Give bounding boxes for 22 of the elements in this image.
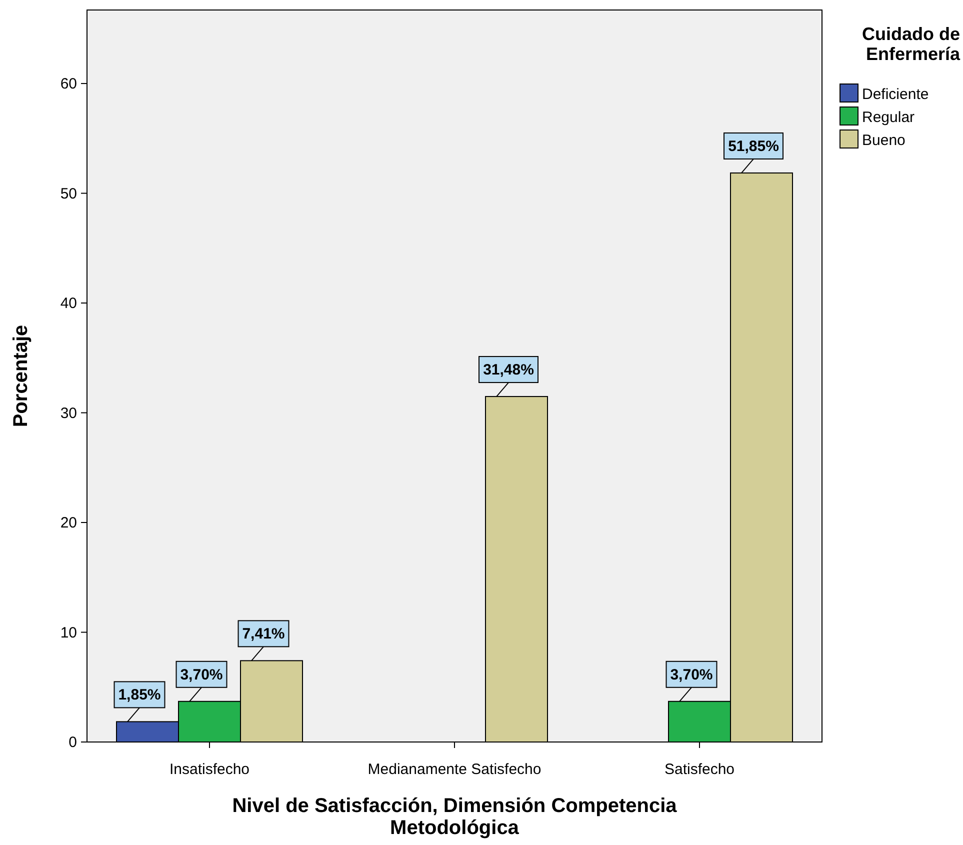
data-label: 3,70% — [670, 666, 713, 684]
data-label: 7,41% — [242, 626, 285, 643]
x-axis-title: Nivel de Satisfacción, Dimensión Competencia Metodológica — [232, 795, 678, 839]
y-axis-title: Porcentaje — [10, 324, 32, 428]
legend-label: Regular — [862, 109, 915, 126]
y-tick-label: 10 — [60, 624, 77, 642]
y-tick-label: 20 — [60, 514, 77, 532]
legend-title: Cuidado de Enfermería — [862, 24, 961, 64]
data-label: 51,85% — [728, 138, 779, 155]
legend-label: Deficiente — [862, 86, 929, 103]
y-tick-label: 0 — [68, 734, 77, 751]
y-tick-label: 40 — [60, 295, 77, 312]
data-label: 3,70% — [180, 666, 223, 684]
y-tick-label: 60 — [60, 76, 77, 93]
y-tick-label: 50 — [60, 185, 77, 202]
y-tick-label: 30 — [60, 404, 77, 422]
x-tick-label: Insatisfecho — [169, 761, 250, 778]
x-tick-label: Satisfecho — [664, 761, 735, 778]
data-label: 31,48% — [483, 362, 534, 379]
legend-label: Bueno — [862, 132, 906, 149]
x-tick-label: Medianamente Satisfecho — [368, 761, 542, 778]
data-label: 1,85% — [118, 686, 161, 704]
